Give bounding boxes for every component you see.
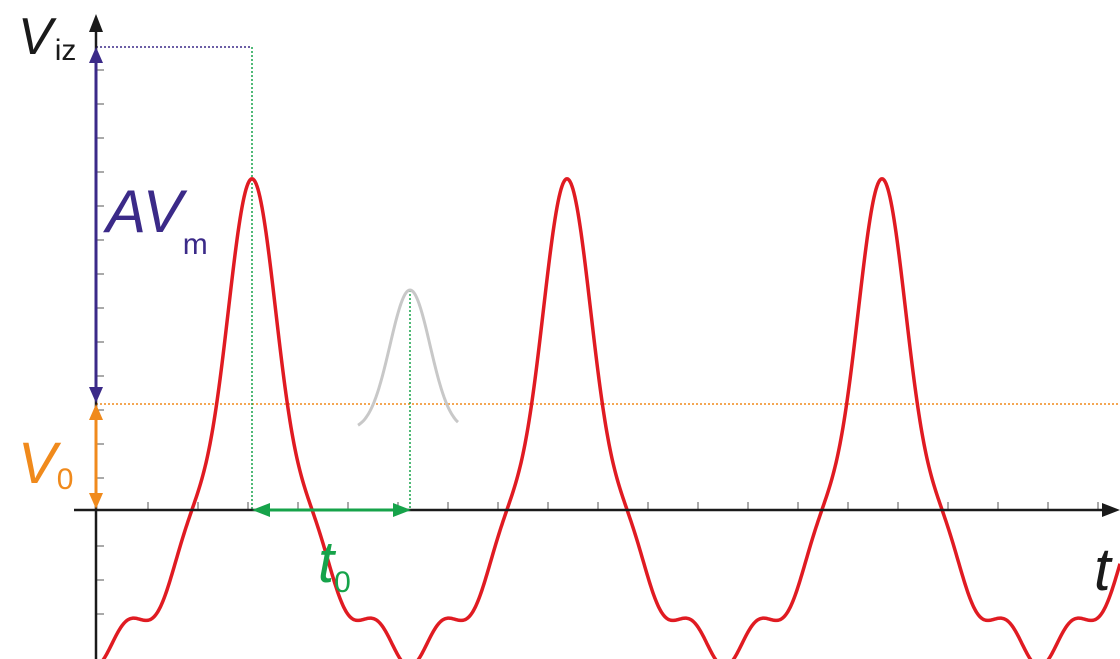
offset-label: V0 [18,431,73,496]
amplitude-label-sub: m [183,228,208,261]
amplitude-label: AVm [103,178,208,261]
offset-arrow [89,404,103,509]
y-axis-label: Viz [18,8,76,67]
ghost-pulse-curve [357,288,460,427]
y-axis-arrowhead [89,14,103,32]
amplitude-arrow [89,47,103,403]
signal-curve [101,177,1120,659]
axis-ticks [96,69,1099,615]
shift-label-sub: 0 [334,566,351,599]
offset-label-sub: 0 [57,463,74,496]
x-axis-arrowhead [1102,503,1120,517]
shift-arrow [252,503,411,517]
y-axis-label-sub: iz [55,34,77,67]
x-axis-label: t [1094,536,1113,603]
shift-label: t0 [318,530,351,599]
